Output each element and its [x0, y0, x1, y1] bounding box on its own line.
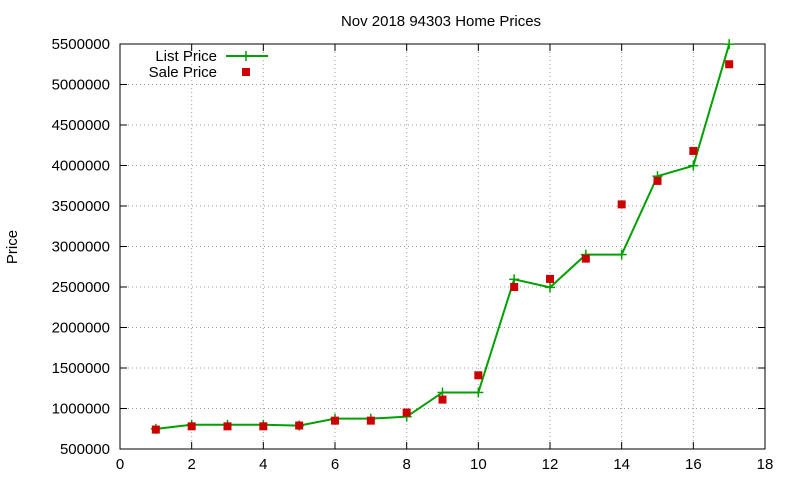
sale-price-marker [581, 254, 590, 263]
x-tick-label: 2 [187, 456, 195, 473]
sale-price-marker [546, 274, 554, 283]
sale-price-marker [187, 422, 196, 431]
sale-price-marker [366, 416, 375, 425]
sale-price-marker [402, 408, 411, 417]
y-tick-label: 1500000 [52, 360, 110, 377]
series-sale-price [151, 60, 734, 434]
x-tick-label: 14 [613, 456, 630, 473]
legend-square-swatch [242, 68, 250, 76]
sale-price-marker [295, 421, 304, 430]
y-tick-label: 2000000 [52, 320, 110, 337]
axes: 0 2 4 6 8 10 12 14 16 18 500000 1000000 1500000 20000… [52, 36, 774, 473]
series-layer [150, 39, 735, 434]
y-tick-label: 5500000 [52, 36, 110, 53]
legend-label: List Price [155, 48, 217, 65]
y-tick-label: 2500000 [52, 279, 110, 296]
sale-price-marker [689, 146, 698, 155]
chart-title: Nov 2018 94303 Home Prices [341, 13, 541, 30]
sale-price-marker [725, 60, 734, 69]
x-tick-label: 12 [542, 456, 559, 473]
sale-price-marker [438, 395, 447, 404]
y-tick-label: 500000 [60, 441, 110, 458]
sale-price-marker [151, 425, 160, 434]
y-axis-label: Price [4, 230, 21, 264]
sale-price-marker [474, 371, 483, 380]
y-tick-label: 4000000 [52, 158, 110, 175]
y-tick-label: 3500000 [52, 198, 110, 215]
x-tick-label: 6 [331, 456, 339, 473]
sale-price-marker [510, 283, 519, 291]
x-tick-label: 10 [470, 456, 487, 473]
y-tick-label: 3000000 [52, 239, 110, 256]
x-tick-label: 4 [259, 456, 267, 473]
x-tick-label: 16 [685, 456, 702, 473]
sale-price-marker [617, 200, 626, 209]
x-tick-label: 18 [757, 456, 774, 473]
y-tick-label: 5000000 [52, 77, 110, 94]
y-tick-label: 1000000 [52, 401, 110, 418]
sale-price-marker [653, 176, 662, 185]
y-tick-label: 4500000 [52, 117, 110, 134]
sale-price-marker [223, 422, 232, 431]
sale-price-marker [259, 422, 268, 431]
x-tick-label: 8 [402, 456, 410, 473]
legend-label: Sale Price [149, 64, 217, 81]
sale-price-marker [331, 416, 339, 425]
x-tick-label: 0 [116, 456, 124, 473]
